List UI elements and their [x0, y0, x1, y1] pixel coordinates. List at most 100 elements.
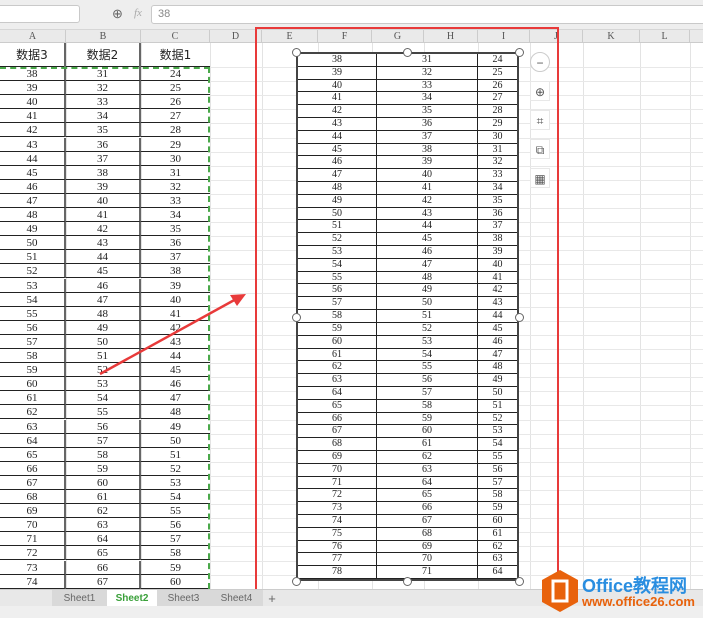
table-cell[interactable]: 43 [66, 236, 141, 251]
table-cell[interactable]: 43 [0, 137, 66, 152]
header-cell[interactable]: 数据3 [0, 43, 66, 67]
table-cell[interactable]: 31 [66, 67, 141, 82]
column-header-l[interactable]: L [640, 30, 690, 43]
table-cell[interactable]: 57 [66, 433, 141, 448]
table-cell[interactable]: 44 [66, 250, 141, 265]
table-cell[interactable]: 35 [141, 222, 210, 237]
tab-sheet4[interactable]: Sheet4 [210, 590, 263, 607]
resize-handle[interactable] [514, 312, 524, 322]
table-cell[interactable]: 53 [66, 377, 141, 392]
table-cell[interactable]: 60 [141, 575, 210, 589]
table-cell[interactable]: 45 [141, 363, 210, 378]
table-cell[interactable]: 28 [141, 123, 210, 138]
table-cell[interactable]: 38 [0, 67, 66, 82]
table-cell[interactable]: 46 [141, 377, 210, 392]
resize-handle[interactable] [514, 576, 524, 586]
tab-sheet2[interactable]: Sheet2 [107, 590, 157, 607]
zoom-in-icon[interactable]: ⊕ [530, 81, 550, 101]
column-header-d[interactable]: D [210, 30, 262, 43]
layout-icon[interactable]: ▦ [530, 168, 550, 188]
table-cell[interactable]: 30 [141, 152, 210, 166]
zoom-icon[interactable]: ⊕ [112, 6, 123, 21]
table-cell[interactable]: 60 [0, 377, 66, 392]
table-cell[interactable]: 64 [66, 532, 141, 547]
table-cell[interactable]: 38 [141, 264, 210, 279]
column-header-b[interactable]: B [66, 30, 141, 43]
table-cell[interactable]: 33 [66, 95, 141, 110]
table-cell[interactable]: 42 [141, 321, 210, 335]
minus-icon[interactable]: − [530, 52, 550, 72]
column-header-f[interactable]: F [318, 30, 372, 43]
table-cell[interactable]: 59 [66, 461, 141, 476]
table-cell[interactable]: 55 [66, 405, 141, 420]
table-cell[interactable]: 69 [0, 504, 66, 519]
header-cell[interactable]: 数据1 [159, 48, 192, 62]
table-cell[interactable]: 49 [66, 320, 141, 335]
table-cell[interactable]: 59 [141, 561, 210, 575]
resize-handle[interactable] [402, 576, 412, 586]
table-cell[interactable]: 43 [141, 335, 210, 349]
table-cell[interactable]: 52 [141, 462, 210, 476]
table-cell[interactable]: 58 [0, 349, 66, 364]
crop-icon[interactable]: ⌗ [530, 110, 550, 130]
table-cell[interactable]: 35 [66, 123, 141, 138]
column-header-i[interactable]: I [478, 30, 530, 43]
table-cell[interactable]: 42 [66, 222, 141, 237]
table-cell[interactable]: 40 [141, 293, 210, 307]
table-cell[interactable]: 60 [66, 475, 141, 490]
table-cell[interactable]: 55 [0, 306, 66, 321]
table-cell[interactable]: 62 [66, 504, 141, 519]
table-cell[interactable]: 56 [0, 320, 66, 335]
table-cell[interactable]: 59 [0, 363, 66, 378]
table-cell[interactable]: 44 [0, 151, 66, 166]
table-cell[interactable]: 49 [0, 222, 66, 237]
table-cell[interactable]: 48 [141, 405, 210, 420]
table-cell[interactable]: 41 [0, 109, 66, 124]
table-cell[interactable]: 67 [0, 475, 66, 490]
table-cell[interactable]: 49 [141, 420, 210, 434]
table-cell[interactable]: 45 [66, 264, 141, 279]
table-cell[interactable]: 45 [0, 165, 66, 180]
table-cell[interactable]: 25 [141, 81, 210, 96]
table-cell[interactable]: 54 [66, 391, 141, 406]
table-cell[interactable]: 55 [141, 504, 210, 519]
table-cell[interactable]: 74 [0, 574, 66, 589]
table-cell[interactable]: 36 [141, 236, 210, 251]
table-cell[interactable]: 68 [0, 490, 66, 505]
table-cell[interactable]: 63 [0, 419, 66, 434]
resize-handle[interactable] [402, 47, 412, 57]
table-cell[interactable]: 37 [66, 151, 141, 166]
table-cell[interactable]: 50 [0, 236, 66, 251]
table-cell[interactable]: 52 [0, 264, 66, 279]
table-cell[interactable]: 51 [66, 349, 141, 364]
column-header-j[interactable]: J [530, 30, 583, 43]
table-cell[interactable]: 51 [0, 250, 66, 265]
table-cell[interactable]: 32 [66, 81, 141, 96]
table-cell[interactable]: 44 [141, 349, 210, 364]
table-cell[interactable]: 27 [141, 109, 210, 124]
table-cell[interactable]: 50 [66, 334, 141, 349]
combine-icon[interactable]: ⧉ [530, 139, 550, 159]
table-cell[interactable]: 40 [0, 95, 66, 110]
table-cell[interactable]: 41 [141, 307, 210, 321]
table-cell[interactable]: 34 [141, 208, 210, 223]
formula-input[interactable]: 38 [151, 5, 703, 24]
table-cell[interactable]: 48 [66, 306, 141, 321]
fx-label[interactable]: fx [134, 7, 142, 19]
table-cell[interactable]: 50 [141, 434, 210, 448]
table-cell[interactable]: 66 [0, 461, 66, 476]
table-cell[interactable]: 58 [66, 447, 141, 462]
table-cell[interactable]: 61 [66, 490, 141, 505]
table-cell[interactable]: 46 [66, 278, 141, 293]
resize-handle[interactable] [291, 47, 301, 57]
table-cell[interactable]: 41 [66, 208, 141, 223]
table-cell[interactable]: 54 [0, 292, 66, 307]
resize-handle[interactable] [514, 47, 524, 57]
table-cell[interactable]: 47 [141, 391, 210, 406]
table-cell[interactable]: 37 [141, 250, 210, 265]
table-cell[interactable]: 61 [0, 391, 66, 406]
header-cell[interactable]: 数据2 [66, 43, 141, 67]
table-cell[interactable]: 53 [0, 278, 66, 293]
table-cell[interactable]: 56 [66, 419, 141, 434]
table-cell[interactable]: 53 [141, 476, 210, 490]
